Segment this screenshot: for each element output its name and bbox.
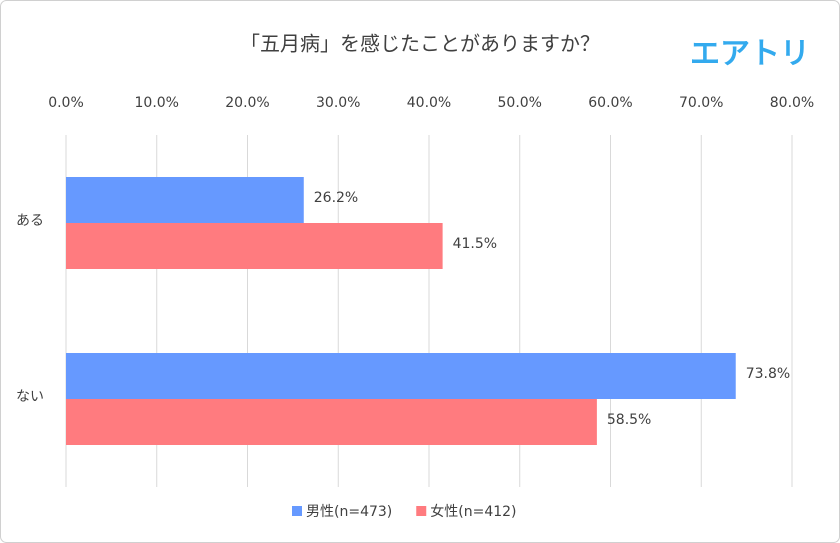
x-tick-label: 0.0% — [48, 95, 84, 111]
value-label: 26.2% — [314, 190, 358, 206]
bar — [66, 353, 736, 399]
x-tick-label: 50.0% — [498, 95, 542, 111]
logo: エアトリ — [690, 37, 810, 72]
bar — [66, 177, 304, 223]
bar — [66, 223, 443, 269]
x-tick-label: 40.0% — [407, 95, 451, 111]
legend-label: 女性(n=412) — [430, 503, 516, 520]
x-tick-label: 30.0% — [316, 95, 360, 111]
x-tick-label: 10.0% — [135, 95, 179, 111]
value-label: 73.8% — [746, 366, 790, 382]
x-tick-label: 20.0% — [225, 95, 269, 111]
x-tick-label: 80.0% — [770, 95, 814, 111]
value-label: 58.5% — [607, 412, 651, 428]
legend-swatch — [416, 506, 427, 516]
chart-title: 「五月病」を感じたことがありますか？ — [240, 32, 600, 56]
value-label: 41.5% — [453, 236, 497, 252]
x-tick-label: 70.0% — [679, 95, 723, 111]
legend-swatch — [292, 506, 302, 516]
x-tick-label: 60.0% — [588, 95, 632, 111]
bar — [66, 399, 597, 445]
y-tick-label: ない — [16, 389, 44, 405]
legend-label: 男性(n=473) — [306, 504, 392, 520]
y-tick-label: ある — [16, 213, 44, 229]
